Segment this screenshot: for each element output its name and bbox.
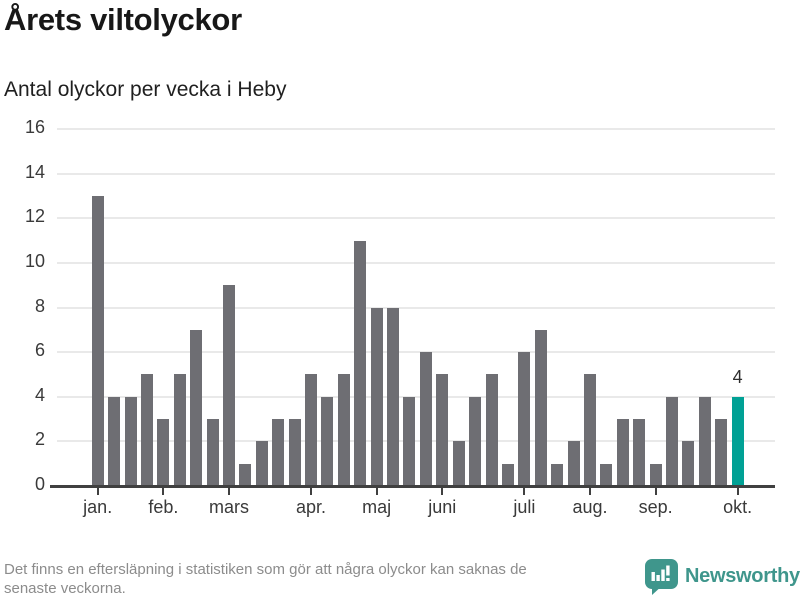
bar [715,419,728,486]
x-tick-label: feb. [148,497,179,517]
bar [501,463,514,486]
bar [436,374,449,486]
bar [255,441,268,486]
x-tick-mark [736,488,739,495]
bar [649,463,662,486]
bar [698,396,711,486]
bar [321,396,334,486]
chart-subtitle: Antal olyckor per vecka i Heby [4,78,287,101]
bar [305,374,318,486]
bar [452,441,465,486]
gridline [57,395,775,398]
bar [354,240,367,486]
plot-area: 4 [57,128,775,486]
bar [682,441,695,486]
disclaimer-line-2: senaste veckorna. [4,580,126,598]
bar [370,307,383,486]
bar [108,396,121,486]
y-tick-label: 8 [34,295,45,316]
bar [518,352,531,486]
bar [239,463,252,486]
bar [584,374,596,486]
bar [124,396,137,486]
bar [140,374,153,486]
bar-value-label: 4 [732,366,743,387]
x-tick-mark [441,488,444,495]
x-tick-label: apr. [296,497,327,517]
bar [206,419,219,486]
x-tick-label: maj [362,497,392,517]
x-tick-label: aug. [572,497,608,517]
bar [419,352,432,486]
bar [600,463,613,486]
x-tick-mark [523,488,526,495]
bar [288,419,301,486]
x-tick-mark [227,488,230,495]
bar [403,396,416,486]
x-tick-label: juni [428,497,457,517]
x-tick-mark [589,488,591,495]
bar [534,329,547,486]
gridline [57,172,775,175]
bar [272,419,285,486]
newsworthy-bubble-chart-icon [645,559,678,595]
bar [387,307,400,486]
newsworthy-logo: Newsworthy [645,558,800,595]
y-tick-label: 4 [34,384,45,405]
newsworthy-wordmark: Newsworthy [685,565,800,587]
bar [190,329,203,486]
disclaimer-text: Det finns en eftersläpning i statistiken… [4,560,634,598]
x-axis: jan. feb. mars apr. maj juni juli aug. sep. okt. [57,488,775,533]
gridline [57,261,775,264]
gridline [57,306,775,309]
bar [157,419,170,486]
bar [616,419,629,486]
bar-highlighted [731,396,744,486]
x-tick-label: juli [513,497,536,517]
y-tick-label: 10 [24,250,45,271]
x-tick-label: okt. [723,497,753,517]
x-tick-mark [162,488,165,495]
chart-title: Årets viltolyckor [4,2,242,37]
gridline [57,128,775,130]
bar [551,463,564,486]
x-tick-label: jan. [83,497,113,517]
bar [485,374,498,486]
y-tick-label: 6 [34,340,45,361]
y-axis-labels: 0 2 4 6 8 10 12 14 16 [0,117,45,494]
gridline [57,440,775,443]
bar [337,374,350,486]
x-tick-label: mars [208,497,249,517]
gridline [57,351,775,354]
x-tick-label: sep. [638,497,673,517]
x-axis-line [50,485,775,488]
gridline [57,217,775,220]
bar [633,419,646,486]
bar [567,441,580,486]
x-tick-mark [96,488,99,495]
y-tick-label: 2 [34,429,45,450]
y-tick-label: 0 [34,474,45,494]
bar [91,195,104,486]
x-tick-mark [375,488,378,495]
bar [173,374,186,486]
disclaimer-line-1: Det finns en eftersläpning i statistiken… [4,561,527,578]
bar [666,396,679,486]
x-tick-mark [654,488,657,495]
y-tick-label: 12 [24,206,45,227]
bar [469,396,482,486]
y-tick-label: 16 [24,117,45,137]
x-tick-mark [310,488,313,495]
bar [222,285,235,486]
y-tick-label: 14 [24,161,45,182]
